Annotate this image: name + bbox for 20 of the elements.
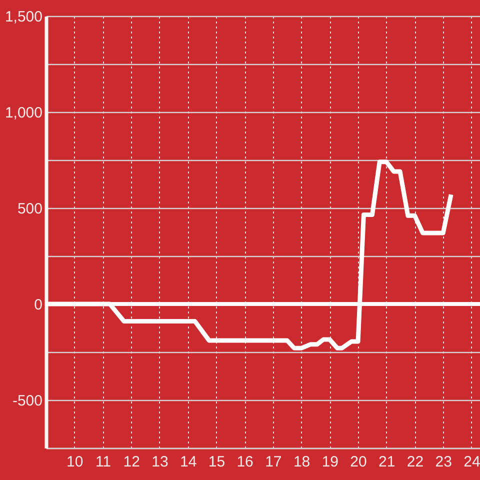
x-tick-label: 22 — [406, 454, 424, 470]
x-tick-label: 13 — [152, 454, 168, 470]
x-tick-label: 14 — [180, 454, 197, 470]
x-tick-label: 20 — [350, 454, 367, 470]
x-tick-label: 10 — [66, 454, 84, 470]
x-tick-label: 15 — [208, 454, 226, 470]
x-tick-label: 11 — [95, 454, 112, 470]
x-tick-label: 24 — [464, 454, 480, 470]
y-tick-label: 500 — [17, 200, 42, 218]
y-tick-label: -500 — [12, 392, 42, 410]
x-tick-label: 23 — [435, 454, 452, 470]
x-tick-label: 16 — [236, 454, 254, 470]
x-tick-label: 17 — [265, 454, 282, 470]
x-tick-label: 21 — [378, 454, 396, 470]
y-tick-label: 0 — [34, 296, 42, 314]
x-tick-label: 19 — [322, 454, 339, 470]
y-tick-label: 1,500 — [4, 8, 42, 26]
y-tick-label: 1,000 — [4, 104, 42, 122]
x-tick-label: 18 — [293, 454, 310, 470]
x-tick-label: 12 — [123, 454, 140, 470]
